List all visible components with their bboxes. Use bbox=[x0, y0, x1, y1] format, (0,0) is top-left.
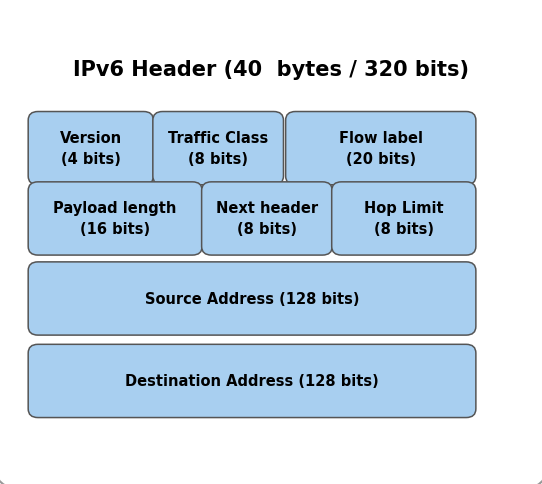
Text: Traffic Class
(8 bits): Traffic Class (8 bits) bbox=[168, 131, 268, 167]
FancyBboxPatch shape bbox=[153, 112, 283, 185]
FancyBboxPatch shape bbox=[332, 182, 476, 256]
FancyBboxPatch shape bbox=[28, 182, 202, 256]
Text: Destination Address (128 bits): Destination Address (128 bits) bbox=[125, 374, 379, 389]
FancyBboxPatch shape bbox=[202, 182, 332, 256]
Text: Next header
(8 bits): Next header (8 bits) bbox=[216, 201, 318, 237]
FancyBboxPatch shape bbox=[28, 262, 476, 335]
Text: Hop Limit
(8 bits): Hop Limit (8 bits) bbox=[364, 201, 443, 237]
Text: Flow label
(20 bits): Flow label (20 bits) bbox=[339, 131, 423, 167]
FancyBboxPatch shape bbox=[28, 345, 476, 418]
FancyBboxPatch shape bbox=[286, 112, 476, 185]
Text: Payload length
(16 bits): Payload length (16 bits) bbox=[54, 201, 177, 237]
FancyBboxPatch shape bbox=[28, 112, 153, 185]
Text: Source Address (128 bits): Source Address (128 bits) bbox=[145, 291, 359, 306]
Text: Version
(4 bits): Version (4 bits) bbox=[60, 131, 122, 167]
Text: IPv6 Header (40  bytes / 320 bits): IPv6 Header (40 bytes / 320 bits) bbox=[73, 60, 469, 80]
